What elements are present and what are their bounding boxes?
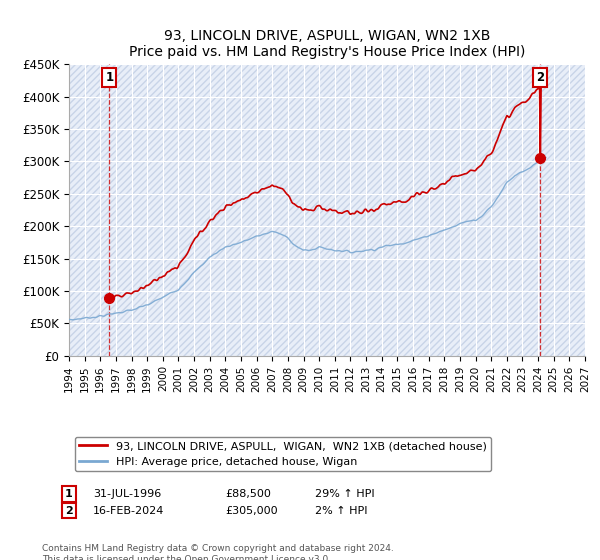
Text: 1: 1 <box>105 71 113 84</box>
Text: 2: 2 <box>65 506 73 516</box>
Text: 1: 1 <box>65 489 73 499</box>
Text: 2% ↑ HPI: 2% ↑ HPI <box>315 506 367 516</box>
Text: Contains HM Land Registry data © Crown copyright and database right 2024.
This d: Contains HM Land Registry data © Crown c… <box>42 544 394 560</box>
Text: 2: 2 <box>536 71 544 84</box>
Legend: 93, LINCOLN DRIVE, ASPULL,  WIGAN,  WN2 1XB (detached house), HPI: Average price: 93, LINCOLN DRIVE, ASPULL, WIGAN, WN2 1X… <box>74 437 491 472</box>
Text: 31-JUL-1996: 31-JUL-1996 <box>93 489 161 499</box>
Text: 16-FEB-2024: 16-FEB-2024 <box>93 506 164 516</box>
Text: 29% ↑ HPI: 29% ↑ HPI <box>315 489 374 499</box>
Title: 93, LINCOLN DRIVE, ASPULL, WIGAN, WN2 1XB
Price paid vs. HM Land Registry's Hous: 93, LINCOLN DRIVE, ASPULL, WIGAN, WN2 1X… <box>129 29 525 59</box>
Text: £88,500: £88,500 <box>225 489 271 499</box>
Text: £305,000: £305,000 <box>225 506 278 516</box>
